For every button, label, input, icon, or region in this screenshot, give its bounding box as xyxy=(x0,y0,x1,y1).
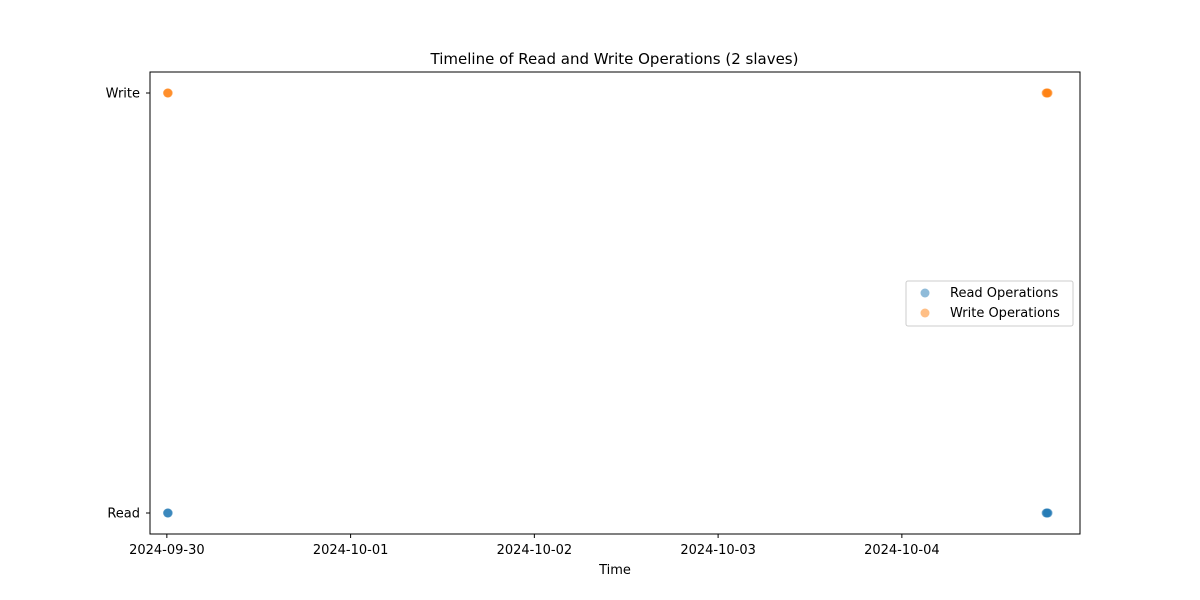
chart-title: Timeline of Read and Write Operations (2… xyxy=(430,50,799,68)
y-axis: Read Write xyxy=(106,87,150,522)
data-point-read xyxy=(1043,508,1053,518)
y-tick-label: Write xyxy=(106,87,140,102)
data-point-read xyxy=(163,508,173,518)
x-tick-label: 2024-10-01 xyxy=(313,543,389,558)
x-tick-label: 2024-09-30 xyxy=(129,543,205,558)
legend-box xyxy=(905,280,1074,327)
x-axis-label: Time xyxy=(598,563,631,578)
y-tick-label: Read xyxy=(107,507,140,522)
legend-marker-write xyxy=(920,308,930,318)
x-tick-label: 2024-10-04 xyxy=(864,543,940,558)
legend-label-write: Write Operations xyxy=(950,306,1060,321)
x-tick-label: 2024-10-02 xyxy=(497,543,573,558)
scatter-points xyxy=(162,88,1053,518)
x-axis: 2024-09-30 2024-10-01 2024-10-02 2024-10-03… xyxy=(129,534,940,558)
legend: Read Operations Write Operations xyxy=(905,280,1074,327)
x-tick-label: 2024-10-03 xyxy=(680,543,756,558)
data-point-write xyxy=(163,88,173,98)
legend-marker-read xyxy=(920,288,930,298)
data-point-write xyxy=(1043,88,1053,98)
legend-label-read: Read Operations xyxy=(950,286,1058,301)
